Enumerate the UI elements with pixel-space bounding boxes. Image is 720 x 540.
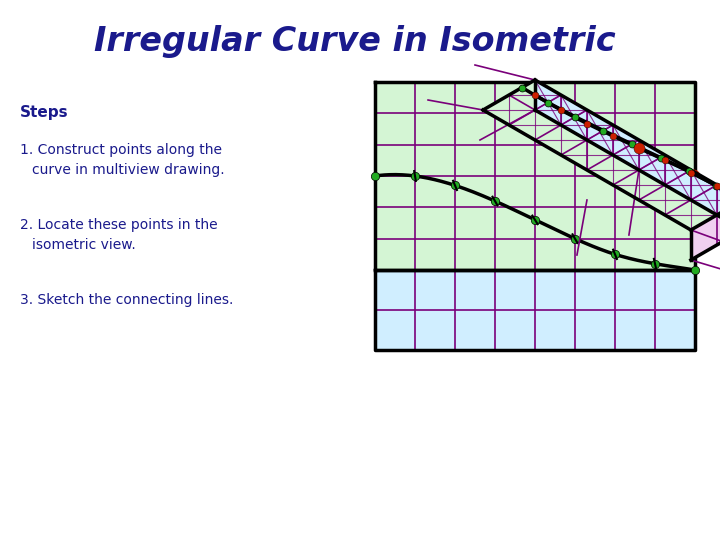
- Text: Steps: Steps: [20, 105, 68, 119]
- Text: isometric view.: isometric view.: [32, 238, 136, 252]
- Text: curve in multiview drawing.: curve in multiview drawing.: [32, 163, 225, 177]
- Polygon shape: [535, 80, 720, 230]
- Text: 2. Locate these points in the: 2. Locate these points in the: [20, 218, 217, 232]
- Bar: [375, 82, 695, 270]
- Polygon shape: [691, 200, 720, 260]
- Bar: [375, 270, 695, 350]
- Polygon shape: [483, 80, 720, 230]
- Text: Irregular Curve in Isometric: Irregular Curve in Isometric: [94, 25, 616, 58]
- Text: 3. Sketch the connecting lines.: 3. Sketch the connecting lines.: [20, 293, 233, 307]
- Text: 1. Construct points along the: 1. Construct points along the: [20, 143, 222, 157]
